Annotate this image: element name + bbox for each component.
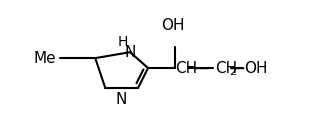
- Text: 2: 2: [229, 67, 236, 77]
- Text: —: —: [229, 60, 244, 75]
- Text: —: —: [193, 60, 208, 75]
- Text: OH: OH: [244, 60, 268, 75]
- Text: Me: Me: [34, 51, 56, 66]
- Text: OH: OH: [161, 18, 185, 33]
- Text: CH: CH: [175, 60, 197, 75]
- Text: H: H: [118, 35, 128, 49]
- Text: CH: CH: [215, 60, 237, 75]
- Text: N: N: [124, 45, 136, 60]
- Text: N: N: [115, 92, 127, 107]
